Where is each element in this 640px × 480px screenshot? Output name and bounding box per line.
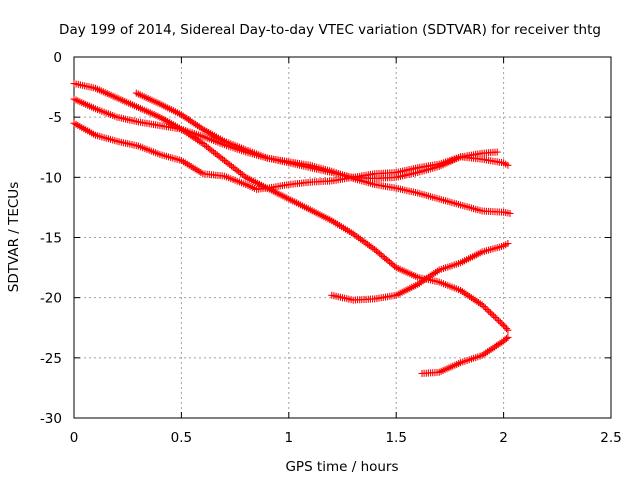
y-axis-label: SDTVAR / TECUs	[6, 182, 22, 292]
y-tick-label: -30	[40, 411, 62, 427]
x-tick-label: 1.5	[385, 430, 406, 446]
grid-layer	[74, 57, 611, 418]
y-tick-label: -5	[49, 110, 62, 126]
y-tick-label: 0	[53, 50, 62, 66]
tick-layer: 0 0.5 1 1.5 2 2.5 0 -5 -10 -15 -20 -25 -30	[40, 50, 622, 446]
x-tick-label: 2.5	[600, 430, 621, 446]
series-markers	[328, 240, 512, 304]
y-tick-label: -10	[40, 170, 62, 186]
x-tick-label: 0.5	[171, 430, 192, 446]
series-layer	[70, 80, 514, 377]
y-tick-label: -25	[40, 351, 62, 367]
x-tick-label: 2	[499, 430, 508, 446]
y-tick-label: -15	[40, 231, 62, 247]
series-track-3	[70, 119, 501, 193]
x-axis-label: GPS time / hours	[285, 459, 398, 475]
x-tick-label: 1	[285, 430, 294, 446]
series-markers	[418, 333, 512, 377]
series-track-4	[132, 89, 512, 182]
x-tick-label: 0	[70, 430, 79, 446]
series-markers	[70, 119, 501, 193]
chart-title: Day 199 of 2014, Sidereal Day-to-day VTE…	[59, 22, 601, 38]
series-track-6	[418, 333, 512, 377]
series-track-5	[328, 240, 512, 304]
series-markers	[132, 89, 512, 182]
y-tick-label: -20	[40, 291, 62, 307]
